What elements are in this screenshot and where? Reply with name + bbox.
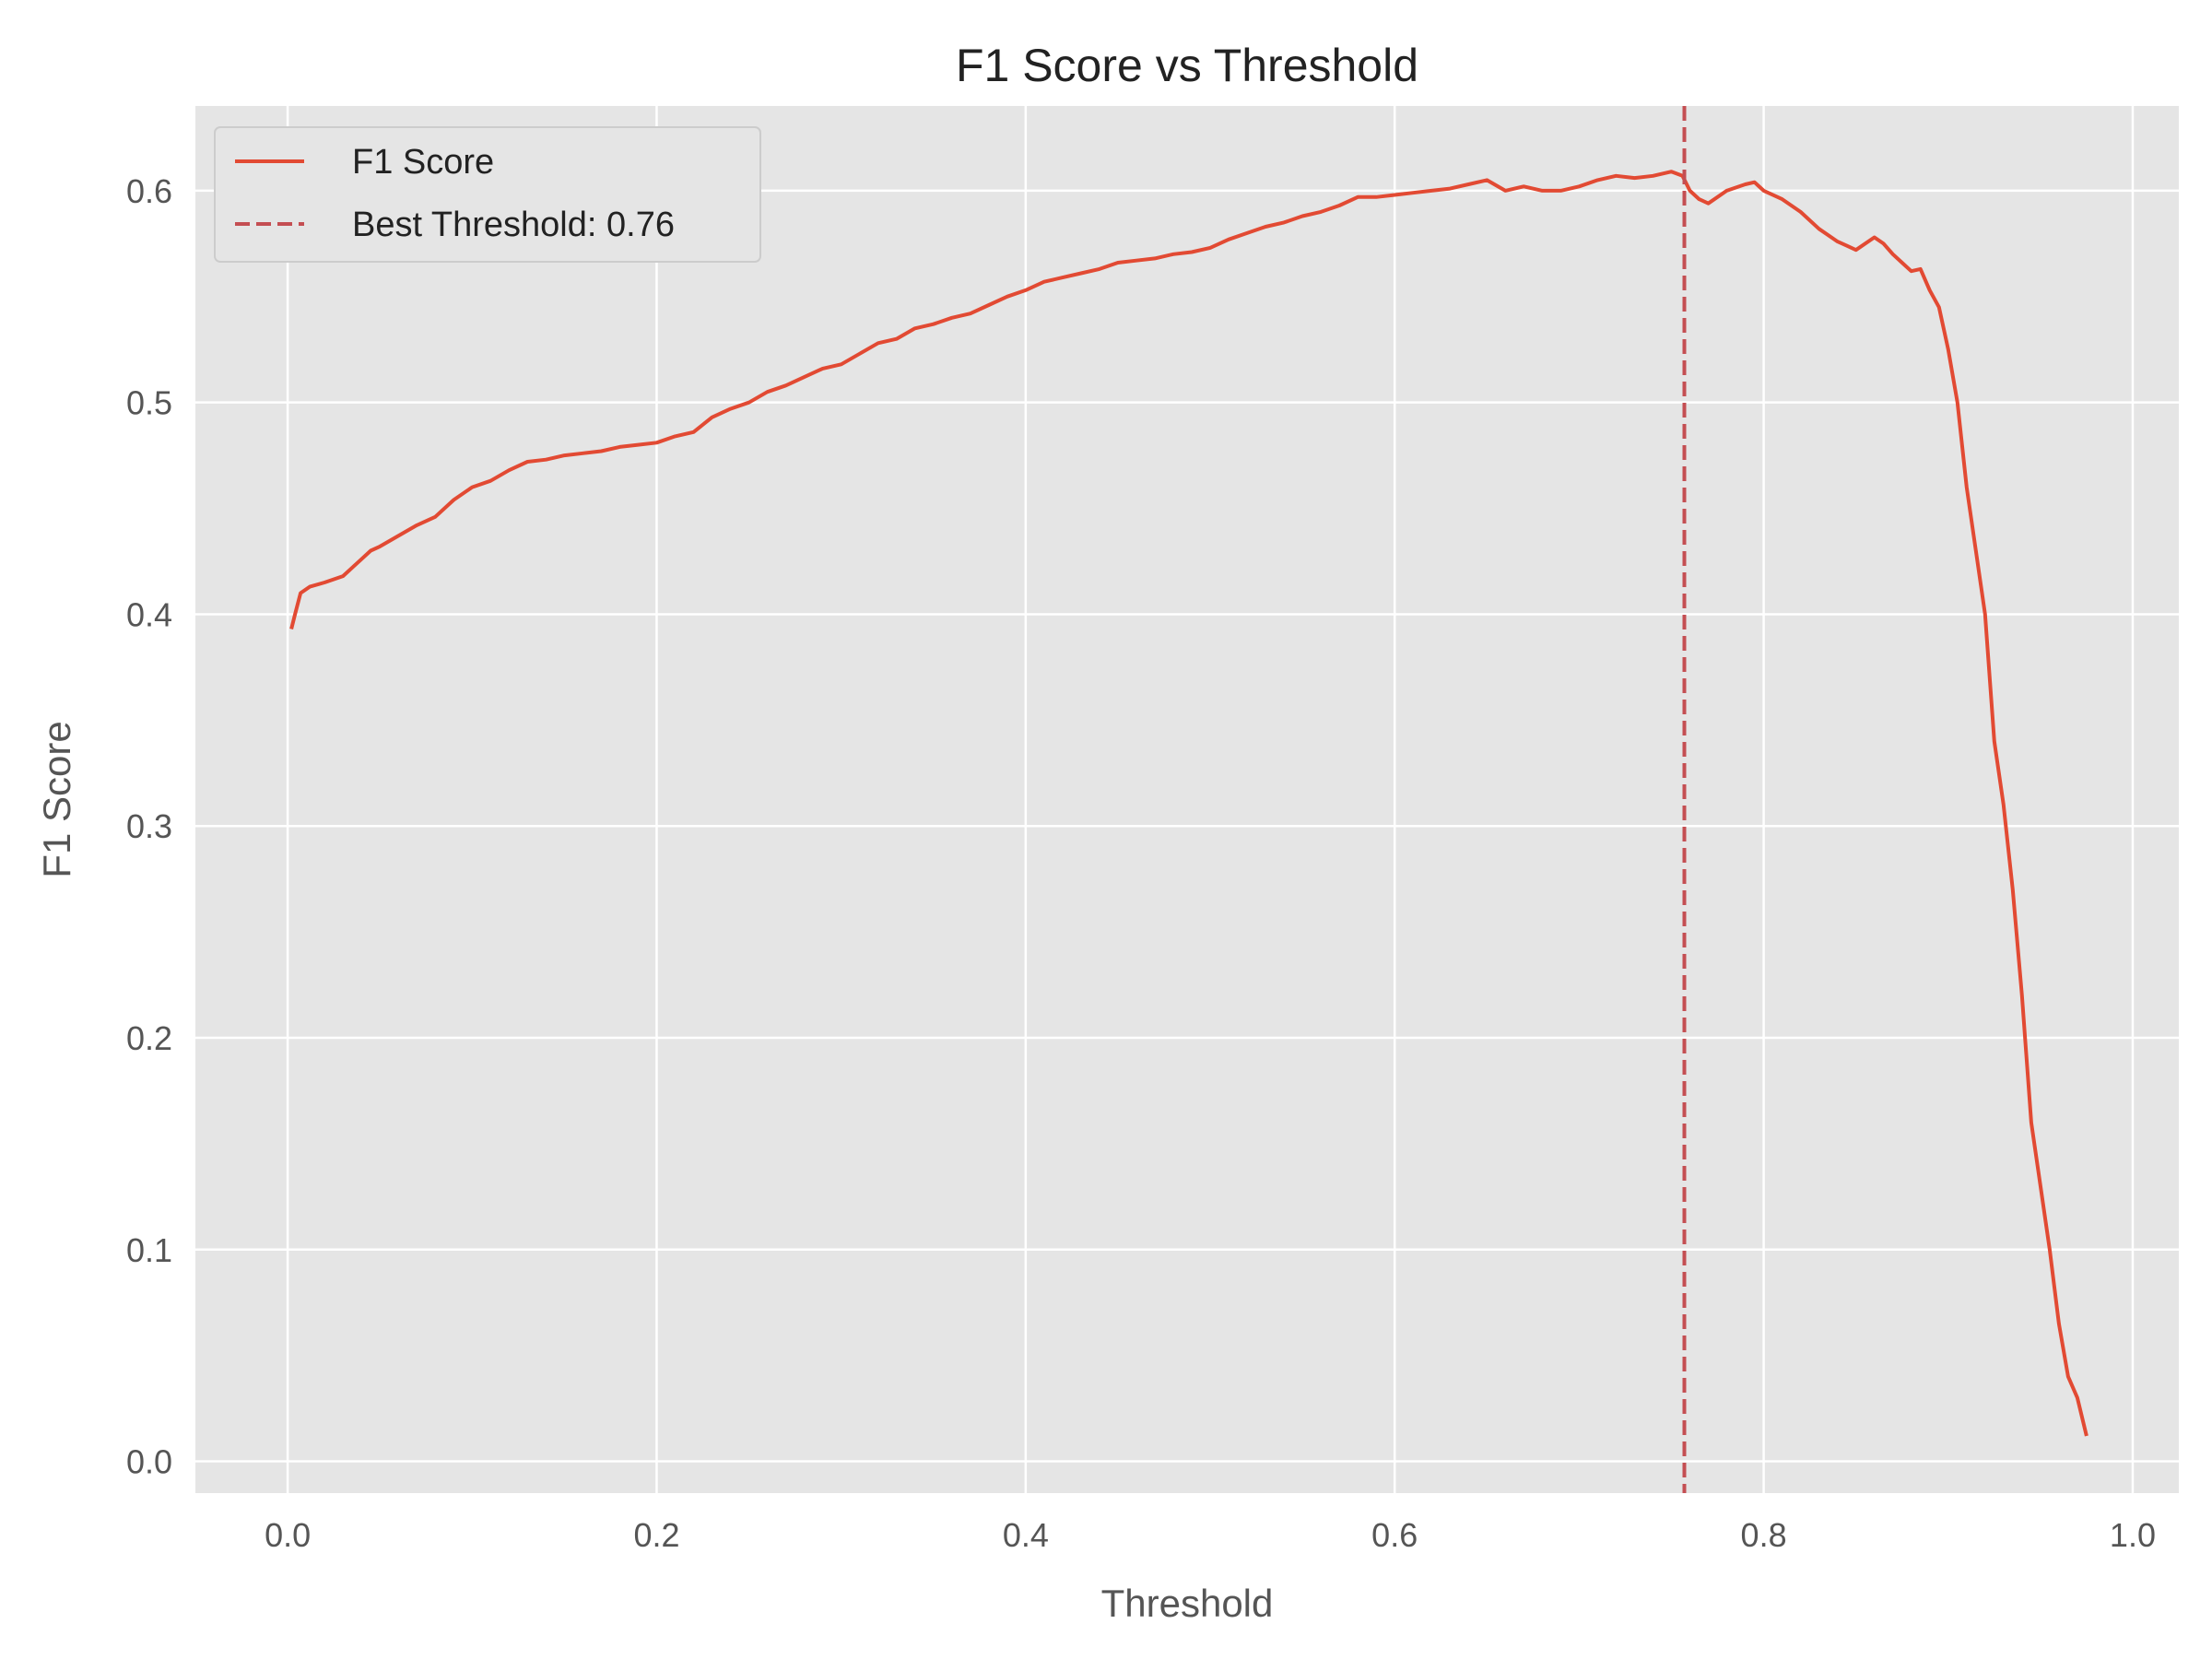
chart-title: F1 Score vs Threshold: [956, 40, 1418, 91]
y-axis-label: F1 Score: [35, 721, 78, 877]
y-tick-label: 0.5: [126, 384, 172, 422]
x-tick-label: 0.2: [633, 1516, 679, 1554]
y-axis-ticks: 0.0 0.1 0.2 0.3 0.4 0.5 0.6: [126, 172, 172, 1481]
grid-lines: [195, 106, 2179, 1493]
legend-label-best-threshold: Best Threshold: 0.76: [352, 206, 675, 244]
x-tick-label: 0.6: [1371, 1516, 1418, 1554]
y-tick-label: 0.2: [126, 1019, 172, 1057]
x-tick-label: 0.0: [265, 1516, 311, 1554]
y-tick-label: 0.3: [126, 807, 172, 845]
y-tick-label: 0.1: [126, 1231, 172, 1269]
x-tick-label: 0.8: [1741, 1516, 1787, 1554]
x-tick-label: 1.0: [2110, 1516, 2156, 1554]
legend: F1 Score Best Threshold: 0.76: [214, 126, 761, 263]
f1-score-line: [289, 170, 2088, 1437]
plot-background: [195, 106, 2179, 1493]
x-axis-ticks: 0.0 0.2 0.4 0.6 0.8 1.0: [265, 1516, 2156, 1554]
y-tick-label: 0.0: [126, 1443, 172, 1481]
plot-lines: [289, 106, 2088, 1493]
legend-box: [214, 126, 761, 263]
x-axis-label: Threshold: [1101, 1582, 1274, 1625]
y-tick-label: 0.6: [126, 172, 172, 210]
x-tick-label: 0.4: [1003, 1516, 1049, 1554]
y-tick-label: 0.4: [126, 595, 172, 633]
legend-label-f1-score: F1 Score: [352, 143, 494, 182]
